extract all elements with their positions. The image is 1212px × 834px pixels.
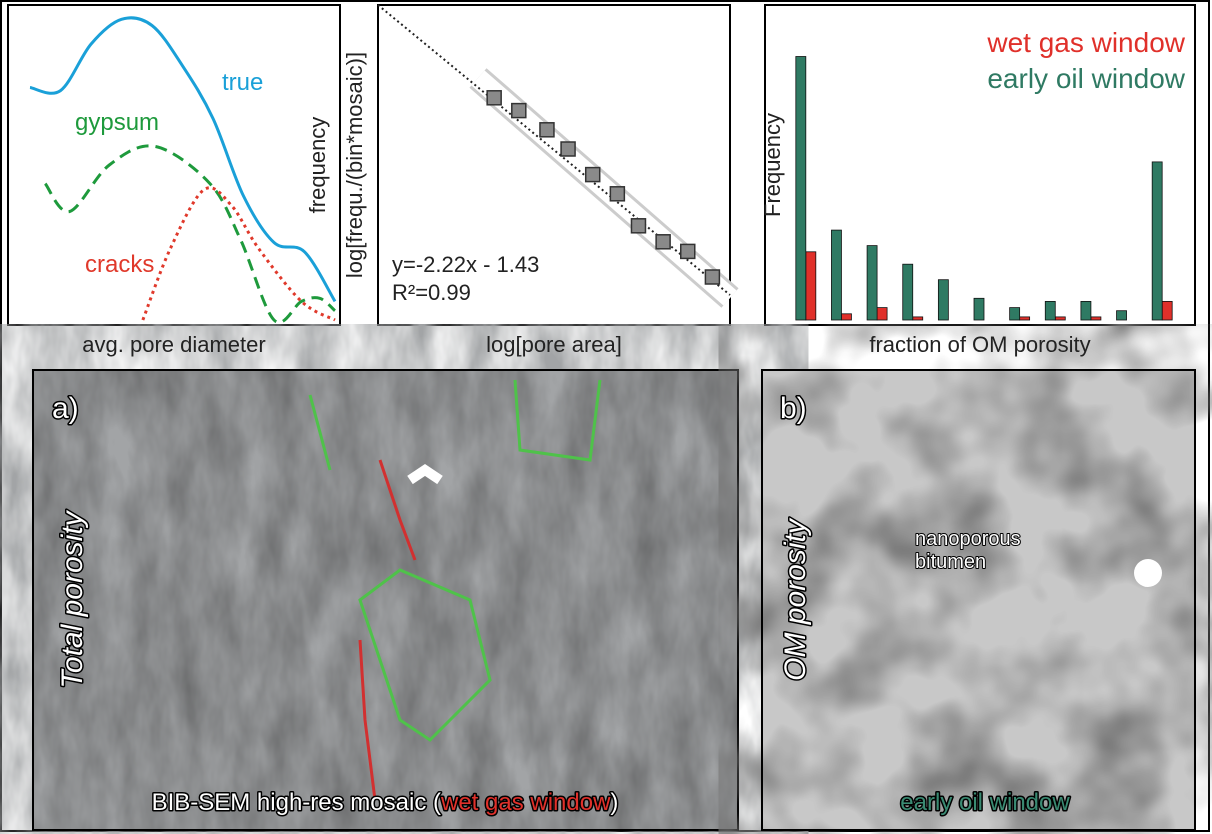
- y-axis-label: Frequency: [760, 113, 785, 217]
- bar: [1162, 301, 1172, 320]
- caption-part: wet gas window: [440, 789, 611, 816]
- panel-caption: early oil window: [900, 789, 1070, 816]
- bar: [831, 230, 841, 320]
- point: [586, 168, 600, 182]
- panel-label: a): [52, 392, 79, 425]
- annotation: nanoporous: [915, 528, 1021, 550]
- particle: [1134, 559, 1162, 587]
- bar: [1010, 308, 1020, 320]
- panel-caption: BIB-SEM high-res mosaic (wet gas window): [152, 789, 619, 816]
- bar: [1045, 301, 1055, 320]
- bar: [903, 264, 913, 320]
- y-axis-label: log[frequ./(bin*mosaic)]: [342, 52, 367, 278]
- bar: [1091, 317, 1101, 320]
- point: [512, 104, 526, 118]
- bar: [938, 280, 948, 320]
- curve-label: true: [222, 69, 263, 96]
- legend-entry: early oil window: [987, 63, 1185, 94]
- curve-label: cracks: [85, 251, 154, 278]
- sem-texture: [762, 370, 1195, 830]
- annotation: y=-2.22x - 1.43: [392, 252, 539, 277]
- panel-title: Total porosity: [56, 509, 89, 688]
- point: [705, 270, 719, 284]
- bar: [1020, 317, 1030, 320]
- figure: a) Total porosity BIB-SEM high-res mosai…: [0, 0, 1212, 834]
- x-axis-label: log[pore area]: [486, 332, 622, 357]
- curve-label: gypsum: [75, 109, 159, 136]
- bar: [796, 57, 806, 321]
- sem-texture: [33, 370, 738, 830]
- bar: [913, 317, 923, 320]
- bar: [1055, 317, 1065, 320]
- chart-frame: [378, 5, 730, 325]
- annotation: bitumen: [915, 551, 986, 573]
- point: [656, 235, 670, 249]
- point: [487, 91, 501, 105]
- curve: [45, 146, 335, 323]
- bar: [1152, 162, 1162, 320]
- bar: [1117, 311, 1127, 320]
- panel-label: b): [780, 392, 807, 425]
- point: [631, 219, 645, 233]
- bar: [841, 314, 851, 320]
- x-axis-label: avg. pore diameter: [82, 332, 265, 357]
- panel-title: OM porosity: [779, 517, 812, 681]
- point: [540, 123, 554, 137]
- caption-part: ): [610, 789, 618, 816]
- x-axis-label: fraction of OM porosity: [869, 332, 1090, 357]
- bar: [806, 252, 816, 320]
- legend-entry: wet gas window: [986, 27, 1185, 58]
- annotation: R²=0.99: [392, 280, 471, 305]
- point: [610, 187, 624, 201]
- bar: [867, 246, 877, 320]
- bar: [1081, 301, 1091, 320]
- point: [561, 142, 575, 156]
- bar: [974, 298, 984, 320]
- point: [681, 244, 695, 258]
- y-axis-label: frequency: [305, 117, 330, 214]
- caption-part: BIB-SEM high-res mosaic (: [152, 789, 441, 816]
- bar: [877, 308, 887, 320]
